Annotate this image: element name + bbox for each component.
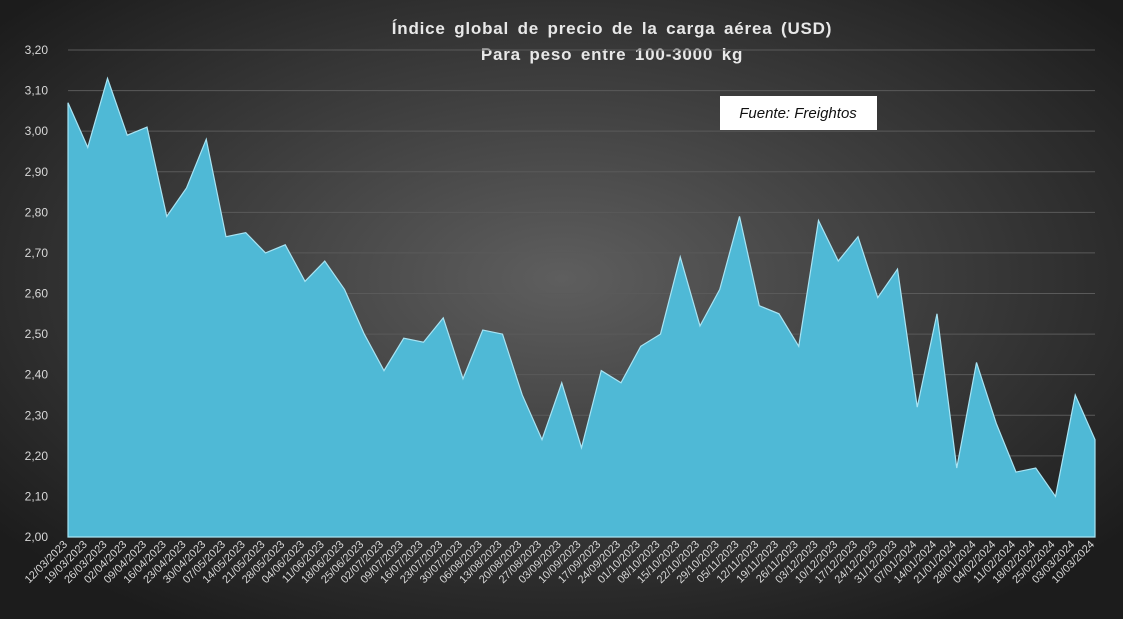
chart-title: Índice global de precio de la carga aére… — [392, 19, 832, 38]
y-tick-label: 2,50 — [25, 327, 49, 341]
y-tick-label: 2,10 — [25, 489, 49, 503]
y-tick-label: 2,70 — [25, 246, 49, 260]
y-tick-label: 2,60 — [25, 287, 49, 301]
y-tick-label: 2,90 — [25, 165, 49, 179]
y-tick-label: 2,00 — [25, 530, 49, 544]
y-tick-label: 2,40 — [25, 368, 49, 382]
y-tick-label: 2,20 — [25, 449, 49, 463]
chart-subtitle: Para peso entre 100-3000 kg — [481, 45, 743, 64]
y-tick-label: 2,30 — [25, 408, 49, 422]
area — [67, 76, 1096, 538]
annotation-box — [720, 96, 877, 130]
annotation: Fuente: Freightos — [739, 105, 857, 122]
y-tick-label: 3,20 — [25, 43, 49, 57]
y-tick-label: 2,80 — [25, 205, 49, 219]
y-tick-label: 3,10 — [25, 84, 49, 98]
y-tick-label: 3,00 — [25, 124, 49, 138]
